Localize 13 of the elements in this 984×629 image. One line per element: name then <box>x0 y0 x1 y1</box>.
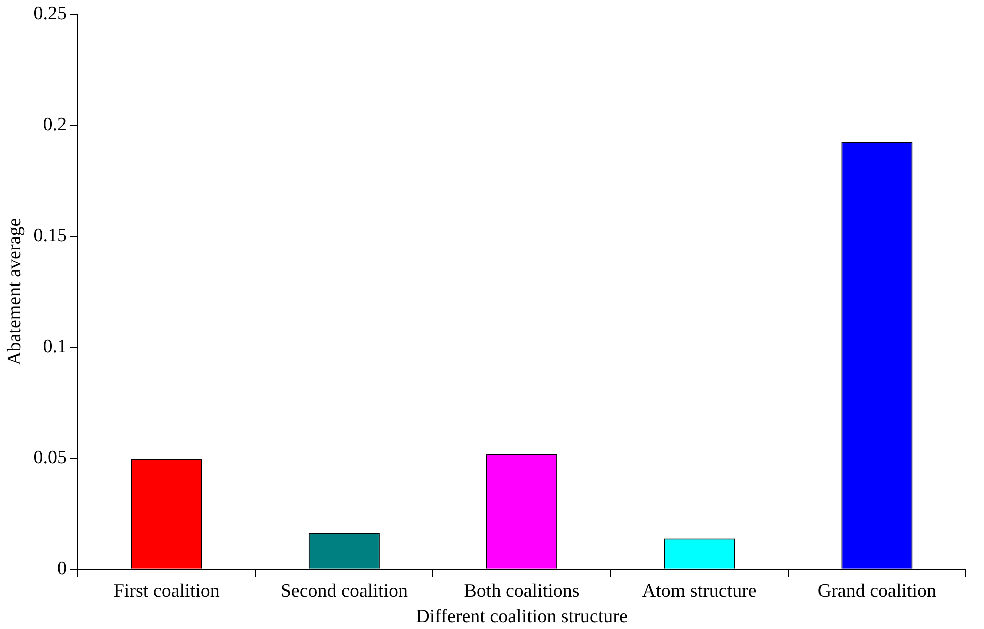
y-tick-label: 0.2 <box>43 114 68 136</box>
x-tick-label: Second coalition <box>280 580 409 602</box>
x-tick-label: Both coalitions <box>464 580 580 602</box>
y-tick-label: 0.1 <box>43 336 68 358</box>
y-tick-label: 0.25 <box>34 3 68 24</box>
y-tick-label: 0.05 <box>34 447 68 468</box>
y-tick-label: 0.15 <box>34 225 68 246</box>
y-axis-title: Abatement average <box>4 218 26 366</box>
x-tick-label: Grand coalition <box>818 580 938 602</box>
x-axis-title: Different coalition structure <box>416 606 628 628</box>
x-tick-label: Atom structure <box>642 580 757 602</box>
x-tick-label: First coalition <box>114 580 220 602</box>
y-tick-label: 0 <box>58 558 68 580</box>
